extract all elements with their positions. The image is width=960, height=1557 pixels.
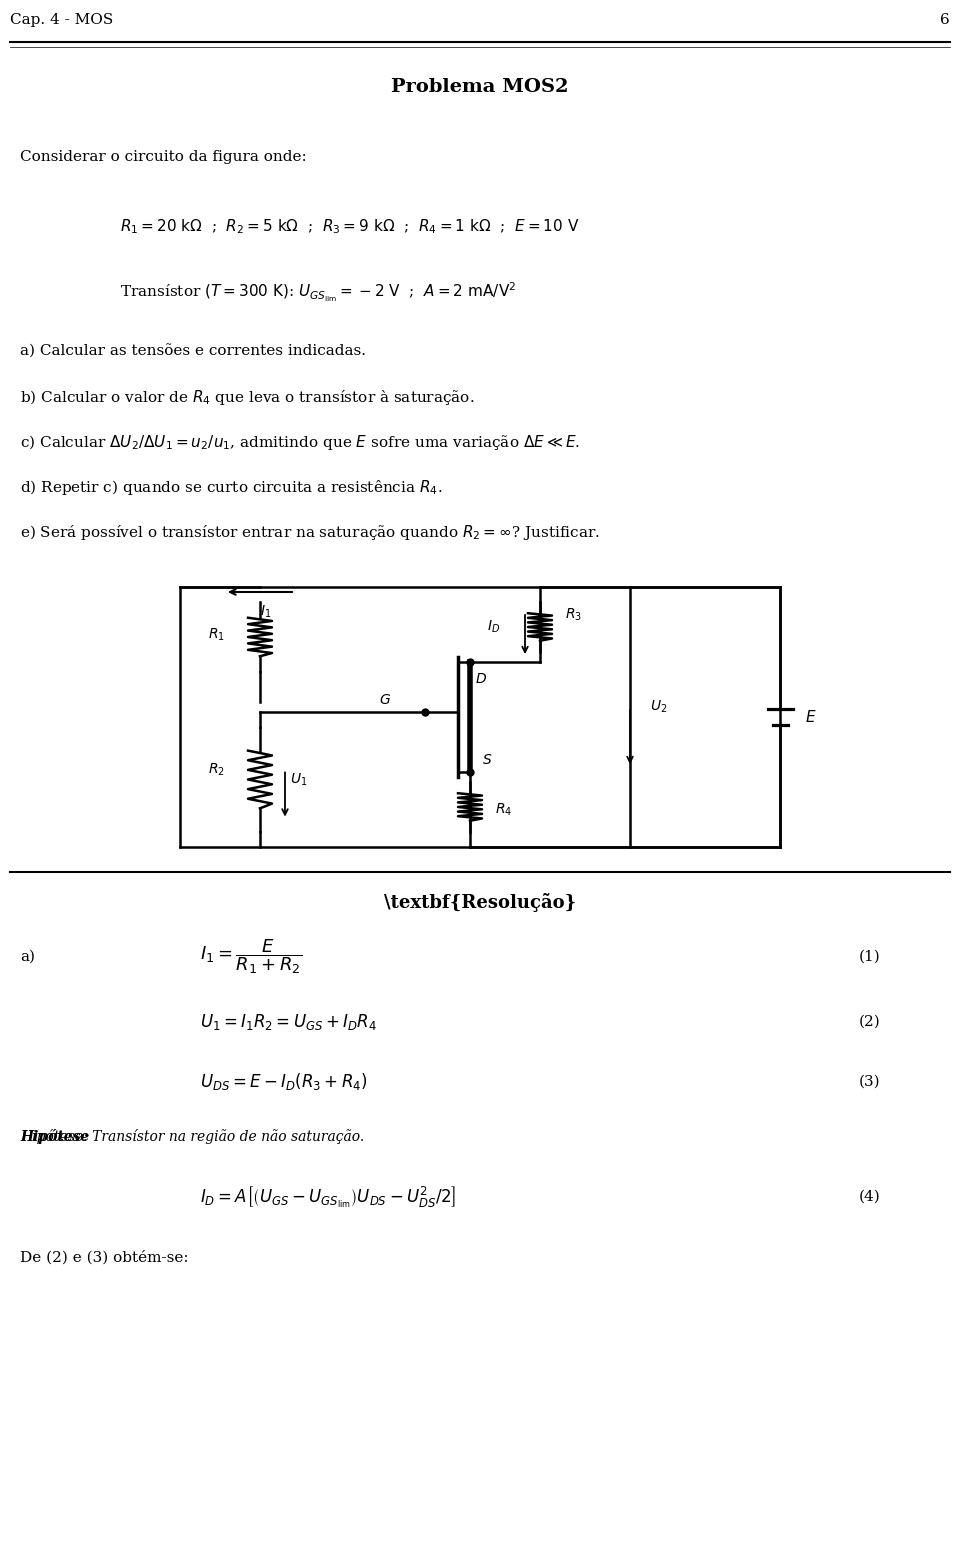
Text: Hipótese: Transístor na região de não saturação.: Hipótese: Transístor na região de não sa… (20, 1129, 364, 1144)
Text: Hipótese: Hipótese (20, 1129, 89, 1144)
Text: 6: 6 (940, 12, 950, 26)
Text: $I_D = A\left[\left(U_{GS} - U_{GS_{\mathrm{lim}}}\right)U_{DS} - U_{DS}^2/2\rig: $I_D = A\left[\left(U_{GS} - U_{GS_{\mat… (200, 1185, 456, 1210)
Text: De (2) e (3) obtém-se:: De (2) e (3) obtém-se: (20, 1250, 188, 1264)
Text: c) Calcular $\Delta U_2/\Delta U_1 = u_2/u_1$, admitindo que $E$ sofre uma varia: c) Calcular $\Delta U_2/\Delta U_1 = u_2… (20, 433, 580, 452)
Text: $R_3$: $R_3$ (565, 606, 582, 623)
Text: $R_2$: $R_2$ (208, 761, 225, 777)
Text: $R_4$: $R_4$ (495, 802, 513, 817)
Text: $E$: $E$ (805, 708, 817, 726)
Text: $S$: $S$ (482, 754, 492, 768)
Text: $G$: $G$ (379, 693, 391, 707)
Text: (3): (3) (858, 1074, 880, 1088)
Text: b) Calcular o valor de $R_4$ que leva o transístor à saturação.: b) Calcular o valor de $R_4$ que leva o … (20, 388, 474, 406)
Text: (2): (2) (858, 1015, 880, 1029)
Text: Considerar o circuito da figura onde:: Considerar o circuito da figura onde: (20, 149, 307, 163)
Text: $U_2$: $U_2$ (650, 699, 667, 715)
Text: $U_1$: $U_1$ (290, 771, 307, 788)
Text: $R_1 = 20\ \mathrm{k\Omega}$  ;  $R_2 = 5\ \mathrm{k\Omega}$  ;  $R_3 = 9\ \math: $R_1 = 20\ \mathrm{k\Omega}$ ; $R_2 = 5\… (120, 218, 580, 237)
Text: Problema MOS2: Problema MOS2 (392, 78, 568, 97)
Text: (1): (1) (858, 950, 880, 964)
Text: $R_1$: $R_1$ (208, 626, 225, 643)
Text: $D$: $D$ (475, 673, 487, 687)
Text: $I_1$: $I_1$ (260, 604, 272, 620)
Text: $U_{DS} = E - I_D\left(R_3 + R_4\right)$: $U_{DS} = E - I_D\left(R_3 + R_4\right)$ (200, 1071, 368, 1093)
Text: d) Repetir c) quando se curto circuita a resistência $R_4$.: d) Repetir c) quando se curto circuita a… (20, 478, 443, 497)
Text: a): a) (20, 950, 35, 964)
Text: $I_1 = \dfrac{E}{R_1 + R_2}$: $I_1 = \dfrac{E}{R_1 + R_2}$ (200, 937, 302, 976)
Text: a) Calcular as tensões e correntes indicadas.: a) Calcular as tensões e correntes indic… (20, 346, 366, 360)
Text: $I_D$: $I_D$ (487, 618, 500, 635)
Text: Cap. 4 - MOS: Cap. 4 - MOS (10, 12, 113, 26)
Text: (4): (4) (858, 1190, 880, 1204)
Text: e) Será possível o transístor entrar na saturação quando $R_2 = \infty$? Justifi: e) Será possível o transístor entrar na … (20, 523, 600, 542)
Text: \textbf{Resolução}: \textbf{Resolução} (384, 892, 576, 911)
Text: Transístor $(T = 300\ \mathrm{K})$: $U_{GS_{\mathrm{lim}}} = -2\ \mathrm{V}$  ; : Transístor $(T = 300\ \mathrm{K})$: $U_{… (120, 280, 516, 304)
Text: $U_1 = I_1 R_2 = U_{GS} + I_D R_4$: $U_1 = I_1 R_2 = U_{GS} + I_D R_4$ (200, 1012, 377, 1032)
